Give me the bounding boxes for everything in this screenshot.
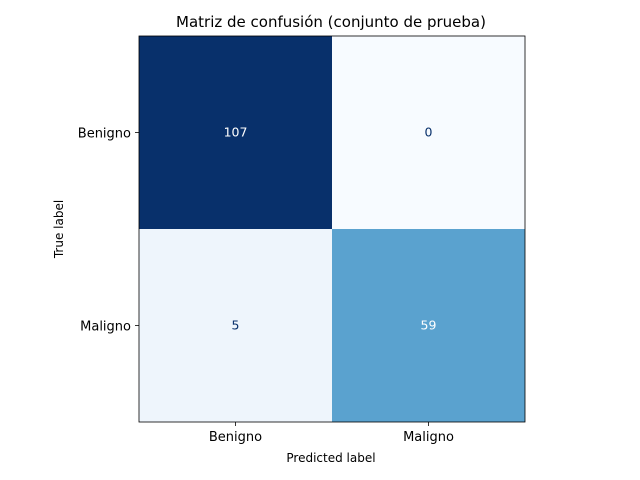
heatmap-cell <box>139 229 332 422</box>
heatmap-cell <box>332 36 525 229</box>
cell-value-label: 5 <box>232 318 240 333</box>
x-tick-label: Maligno <box>403 430 454 445</box>
heatmap-cell <box>139 36 332 229</box>
plot-frame <box>138 35 526 423</box>
cell-value-label: 59 <box>421 318 437 333</box>
x-axis-label: Predicted label <box>286 451 375 465</box>
y-axis-ticks: Benigno Maligno <box>78 127 139 335</box>
heatmap-cell <box>332 229 525 422</box>
heatmap-cells: 107 0 5 59 <box>139 36 525 422</box>
y-tick-label: Maligno <box>80 320 131 335</box>
y-axis-label: True label <box>52 200 66 259</box>
cell-value-label: 107 <box>224 125 248 140</box>
cell-value-label: 0 <box>425 125 433 140</box>
x-axis-ticks: Benigno Maligno <box>209 422 454 445</box>
chart-title: Matriz de confusión (conjunto de prueba) <box>176 13 486 31</box>
x-tick-label: Benigno <box>209 430 262 445</box>
y-tick-label: Benigno <box>78 127 131 142</box>
